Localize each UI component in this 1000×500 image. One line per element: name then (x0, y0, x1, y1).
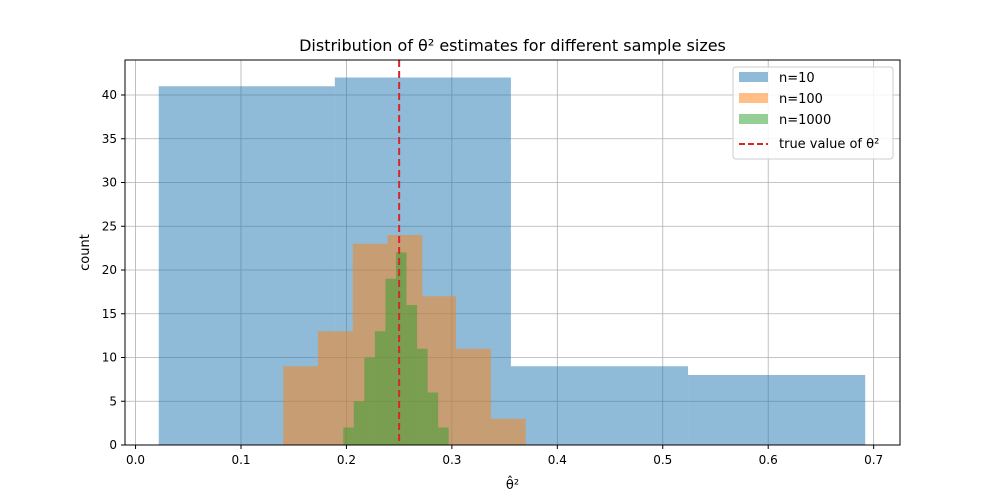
x-tick-label: 0.3 (442, 453, 461, 467)
x-tick-label: 0.4 (548, 453, 567, 467)
legend-label: true value of θ² (779, 137, 879, 152)
x-axis-label: θ̂² (506, 476, 519, 493)
histogram-bar-n-1000 (395, 252, 407, 445)
histogram-bar-n-1000 (438, 427, 449, 445)
chart-title: Distribution of θ² estimates for differe… (299, 36, 726, 55)
x-tick-label: 0.0 (126, 453, 145, 467)
legend-swatch (739, 114, 768, 124)
histogram-bar-n-1000 (374, 331, 386, 445)
y-tick-label: 10 (102, 351, 117, 365)
histogram-bar-n-100 (456, 348, 491, 445)
legend-label: n=10 (779, 71, 815, 86)
y-tick-label: 30 (102, 176, 117, 190)
x-tick-label: 0.1 (231, 453, 250, 467)
histogram-bar-n-100 (283, 366, 318, 445)
histogram-bar-n-10 (510, 366, 689, 445)
histogram-bar-n-1000 (417, 348, 428, 445)
histogram-bar-n-10 (688, 375, 866, 445)
histogram-bar-n-1000 (343, 427, 354, 445)
legend-label: n=1000 (779, 113, 831, 128)
histogram-bar-n-1000 (353, 401, 365, 445)
y-tick-label: 15 (102, 307, 117, 321)
plot-frame (124, 59, 901, 446)
bars-layer (158, 77, 866, 445)
legend: n=10 n=100 n=1000 true value of θ² (732, 66, 894, 160)
histogram-bar-n-1000 (406, 305, 418, 445)
legend-swatch (739, 72, 768, 82)
x-tick-label: 0.2 (337, 453, 356, 467)
ticks-layer: 0.0 0.1 0.2 0.3 0.4 0.5 0.6 0.7 0 5 10 15 20 25 30 35 40 (102, 88, 883, 467)
x-tick-label: 0.5 (653, 453, 672, 467)
y-axis-label: count (78, 234, 93, 271)
x-tick-label: 0.6 (759, 453, 778, 467)
histogram-bar-n-100 (490, 418, 526, 445)
y-tick-label: 40 (102, 88, 117, 102)
y-tick-label: 5 (109, 394, 117, 408)
y-tick-label: 25 (102, 219, 117, 233)
y-tick-label: 35 (102, 132, 117, 146)
histogram-bar-n-100 (317, 331, 353, 445)
legend-label: n=100 (779, 92, 823, 107)
legend-box (732, 66, 894, 160)
histogram-bar-n-1000 (385, 278, 396, 445)
histogram-bar-n-1000 (427, 392, 439, 445)
y-tick-label: 0 (109, 438, 117, 452)
x-tick-label: 0.7 (864, 453, 883, 467)
histogram-bar-n-1000 (364, 357, 375, 445)
legend-swatch (739, 93, 768, 103)
y-tick-label: 20 (102, 263, 117, 277)
